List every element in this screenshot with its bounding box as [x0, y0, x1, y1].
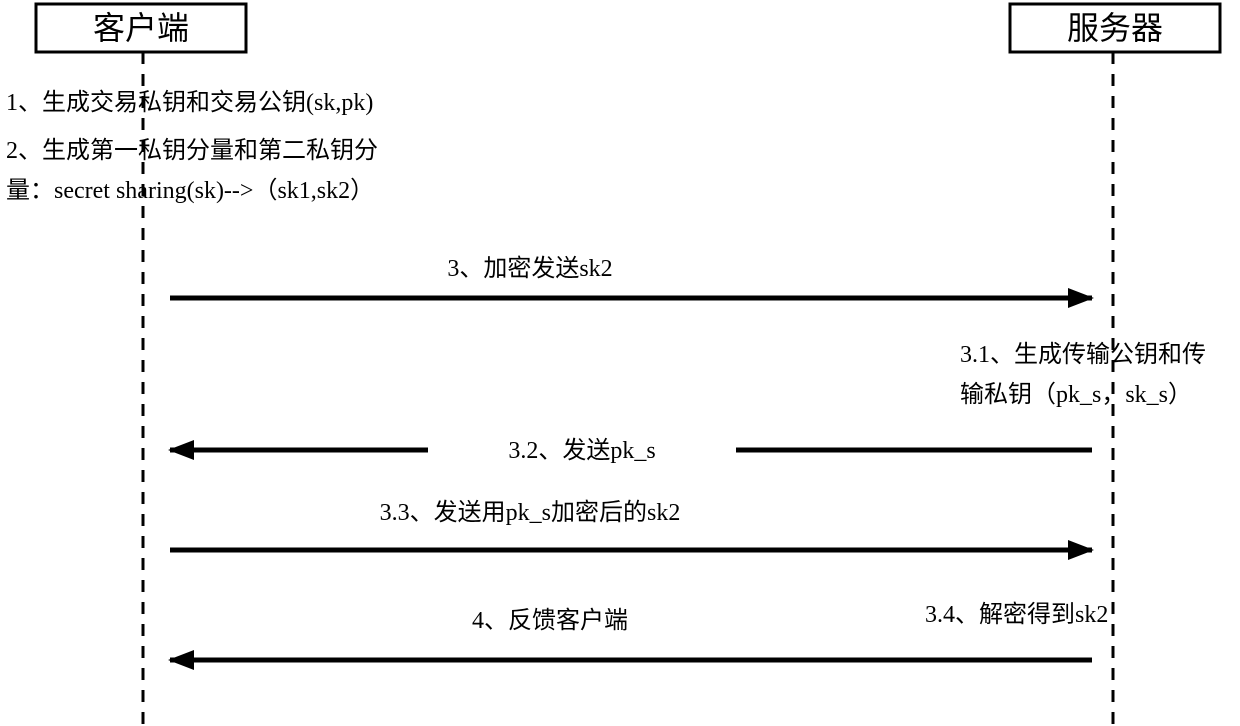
- step-s1-text: 1、生成交易私钥和交易公钥(sk,pk): [6, 89, 373, 116]
- step-s3_2-text: 3.2、发送pk_s: [508, 437, 655, 464]
- server-label: 服务器: [1067, 10, 1163, 46]
- step-s2a-text: 2、生成第一私钥分量和第二私钥分: [6, 137, 378, 164]
- step-s4-text: 4、反馈客户端: [472, 607, 628, 634]
- step-s3_1a-text: 3.1、生成传输公钥和传: [960, 341, 1206, 368]
- step-s3-text: 3、加密发送sk2: [447, 255, 612, 282]
- step-s3_3-text: 3.3、发送用pk_s加密后的sk2: [380, 499, 681, 526]
- step-s3_1b-text: 输私钥（pk_s，sk_s）: [960, 381, 1192, 408]
- step-s3_4-text: 3.4、解密得到sk2: [925, 601, 1108, 628]
- client-label: 客户端: [93, 10, 189, 46]
- step-s2b-text: 量：secret sharing(sk)-->（sk1,sk2）: [6, 178, 374, 204]
